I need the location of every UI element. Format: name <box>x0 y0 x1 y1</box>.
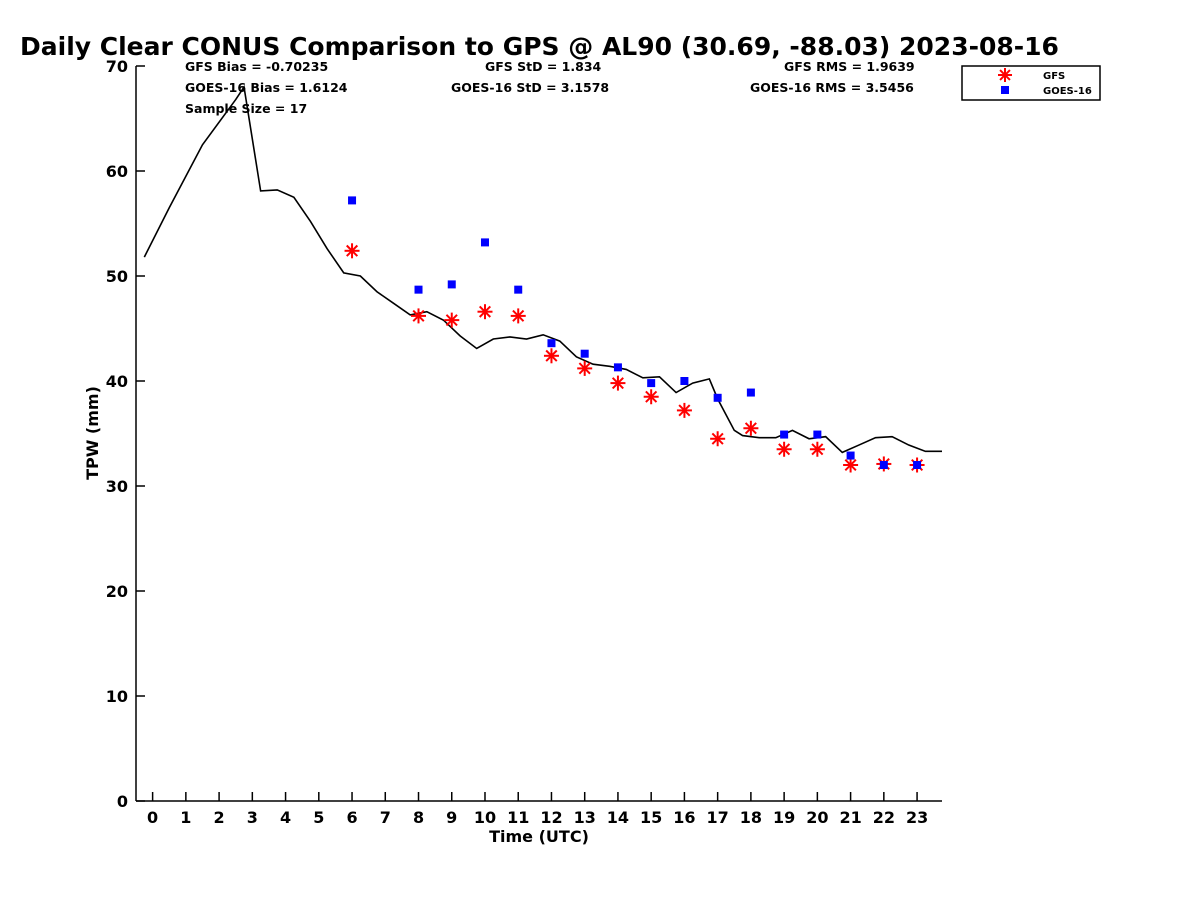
x-tick-label: 23 <box>906 808 928 827</box>
gfs-point <box>743 420 759 436</box>
x-tick-label: 1 <box>180 808 191 827</box>
goes16-point <box>647 379 656 388</box>
legend-goes-marker <box>1001 86 1009 94</box>
goes16-point <box>879 461 888 469</box>
legend-box <box>961 65 1101 101</box>
goes16-point <box>613 363 622 372</box>
x-tick-label: 6 <box>346 808 357 827</box>
gfs-bias-text: GFS Bias = -0.70235 <box>185 59 328 74</box>
gfs-std-text: GFS StD = 1.834 <box>485 59 602 74</box>
gps-tpw-line <box>143 84 942 454</box>
y-tick-label: 20 <box>106 582 128 601</box>
x-ticks: 0 1 2 3 4 5 6 7 8 9 10 11 12 13 14 15 16 17 18 19 20 21 22 23 <box>147 792 928 827</box>
series-layer <box>143 84 942 473</box>
legend-gfs-marker <box>998 68 1012 82</box>
gfs-rms-text: GFS RMS = 1.9639 <box>784 59 915 74</box>
gfs-point <box>776 441 792 457</box>
goes16-point <box>348 196 357 205</box>
x-axis-label: Time (UTC) <box>489 827 589 846</box>
goes16-point <box>713 393 722 402</box>
gfs-point <box>843 457 859 473</box>
x-tick-label: 0 <box>147 808 158 827</box>
goes16-point <box>580 349 589 358</box>
gfs-point <box>809 441 825 457</box>
gfs-point <box>510 308 526 324</box>
y-tick-label: 10 <box>106 687 128 706</box>
x-tick-label: 13 <box>574 808 596 827</box>
y-tick-label: 60 <box>106 162 128 181</box>
goes16-point <box>447 280 456 289</box>
x-tick-label: 7 <box>380 808 391 827</box>
goes16-point <box>913 461 922 469</box>
goes16-point <box>780 430 789 439</box>
x-tick-label: 10 <box>474 808 496 827</box>
goes16-point <box>480 238 489 247</box>
axes <box>135 66 942 802</box>
goes16-point <box>547 339 556 348</box>
x-tick-label: 21 <box>839 808 861 827</box>
x-tick-label: 8 <box>413 808 424 827</box>
gfs-point <box>344 243 360 259</box>
y-ticks: 0 10 20 30 40 50 60 70 <box>106 57 145 811</box>
chart-title: Daily Clear CONUS Comparison to GPS @ AL… <box>20 32 1059 61</box>
x-tick-label: 22 <box>873 808 895 827</box>
x-tick-label: 14 <box>607 808 629 827</box>
goes-std-text: GOES-16 StD = 3.1578 <box>451 80 609 95</box>
gfs-point <box>543 348 559 364</box>
goes-bias-text: GOES-16 Bias = 1.6124 <box>185 80 348 95</box>
gfs-point <box>643 389 659 405</box>
y-tick-label: 50 <box>106 267 128 286</box>
x-tick-label: 9 <box>446 808 457 827</box>
x-tick-label: 19 <box>773 808 795 827</box>
goes16-point <box>414 285 423 294</box>
y-tick-label: 0 <box>117 792 128 811</box>
legend-goes-label: GOES-16 <box>1043 86 1092 97</box>
x-tick-label: 15 <box>640 808 662 827</box>
y-axis-label: TPW (mm) <box>83 386 102 480</box>
gfs-point <box>477 304 493 320</box>
y-tick-label: 40 <box>106 372 128 391</box>
sample-size-text: Sample Size = 17 <box>185 101 307 116</box>
y-tick-label: 30 <box>106 477 128 496</box>
gfs-point <box>411 308 427 324</box>
goes-rms-text: GOES-16 RMS = 3.5456 <box>750 80 914 95</box>
x-tick-label: 5 <box>313 808 324 827</box>
gfs-point <box>676 402 692 418</box>
gfs-point <box>710 431 726 447</box>
x-tick-label: 12 <box>540 808 562 827</box>
y-tick-label: 70 <box>106 57 128 76</box>
legend-gfs-label: GFS <box>1043 71 1065 82</box>
x-tick-label: 16 <box>673 808 695 827</box>
goes16-point <box>813 430 822 439</box>
x-tick-label: 3 <box>247 808 258 827</box>
legend-gfs-asterisk <box>998 68 1012 82</box>
x-tick-label: 11 <box>507 808 529 827</box>
goes16-point <box>680 377 689 385</box>
x-tick-label: 4 <box>280 808 291 827</box>
goes16-point <box>746 388 755 397</box>
x-tick-label: 2 <box>214 808 225 827</box>
gfs-point <box>577 360 593 376</box>
legend: GFS GOES-16 <box>961 65 1101 101</box>
x-tick-label: 20 <box>806 808 828 827</box>
x-tick-label: 17 <box>707 808 729 827</box>
gfs-point <box>610 375 626 391</box>
gfs-point <box>444 312 460 328</box>
goes16-point <box>846 451 855 460</box>
goes16-point <box>514 285 523 294</box>
x-tick-label: 18 <box>740 808 762 827</box>
